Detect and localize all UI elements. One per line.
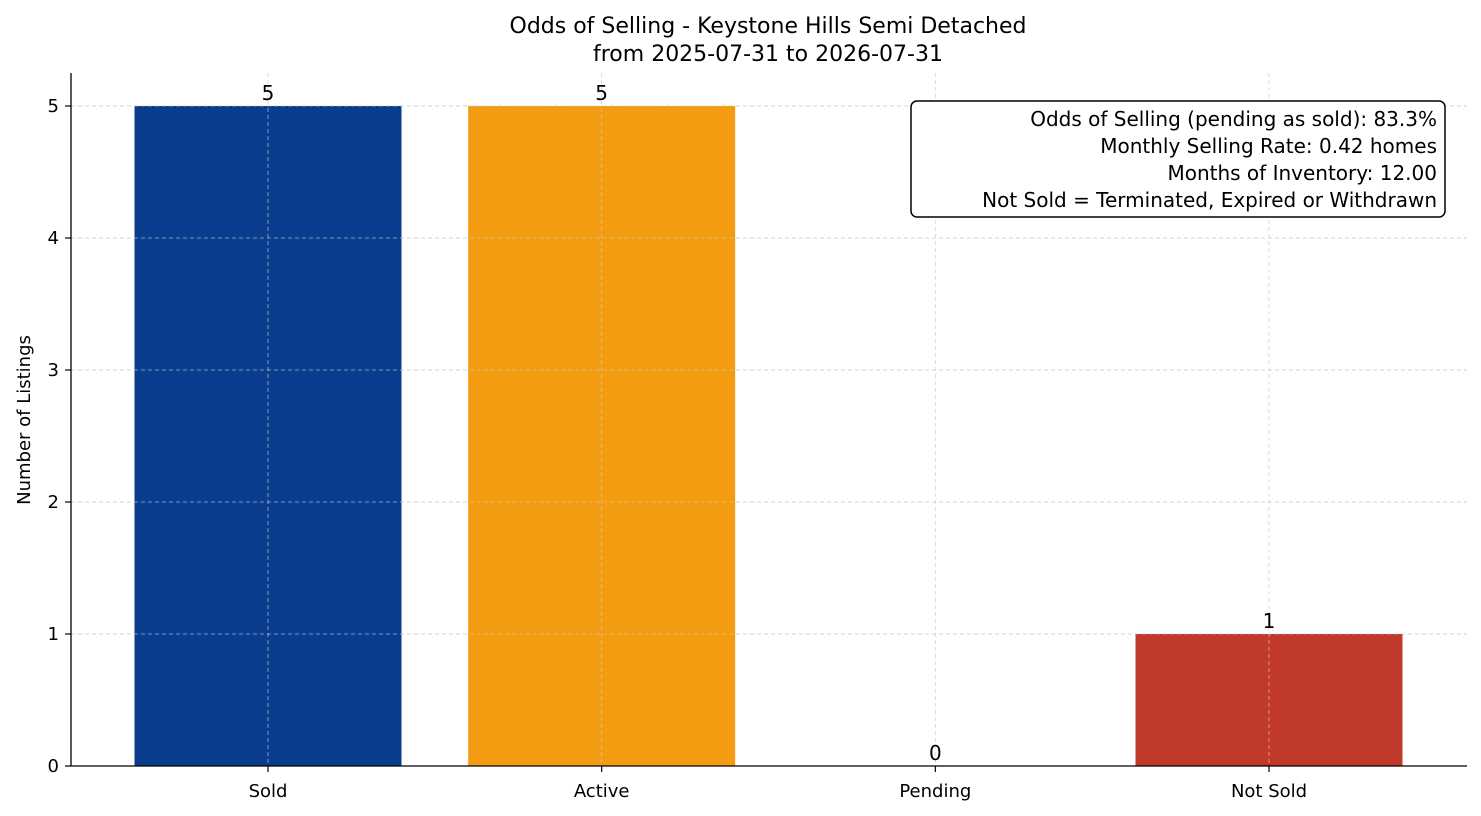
y-axis-label: Number of Listings	[14, 335, 35, 505]
y-tick-label: 4	[48, 228, 59, 249]
x-tick-label: Sold	[249, 781, 288, 802]
bar-value-label: 0	[929, 741, 942, 765]
info-box-frame	[910, 100, 1446, 218]
bar-value-label: 1	[1263, 609, 1276, 633]
x-tick-label: Pending	[899, 781, 971, 802]
chart-title: Odds of Selling - Keystone Hills Semi De…	[510, 14, 1027, 39]
y-tick-label: 5	[48, 96, 59, 117]
y-tick-label: 0	[48, 756, 59, 777]
info-box-line: Months of Inventory: 12.00	[1167, 161, 1437, 185]
bar-active	[468, 106, 736, 766]
data-labels: 5 5 0 1	[262, 81, 1276, 765]
y-tick-label: 3	[48, 360, 59, 381]
info-box-line: Not Sold = Terminated, Expired or Withdr…	[982, 188, 1437, 212]
bar-sold	[134, 106, 402, 766]
info-box-line: Monthly Selling Rate: 0.42 homes	[1100, 134, 1437, 158]
x-tick-label: Active	[574, 781, 630, 802]
x-tick-label: Not Sold	[1231, 781, 1307, 802]
y-tick-label: 1	[48, 624, 59, 645]
chart-subtitle: from 2025-07-31 to 2026-07-31	[593, 42, 943, 67]
bar-value-label: 5	[595, 81, 608, 105]
y-ticks: 0 1 2 3 4 5	[48, 96, 71, 777]
x-ticks: Sold Active Pending Not Sold	[249, 766, 1307, 802]
bar-value-label: 5	[262, 81, 275, 105]
y-tick-label: 2	[48, 492, 59, 513]
info-box-line: Odds of Selling (pending as sold): 83.3%	[1030, 107, 1437, 131]
info-box: Odds of Selling (pending as sold): 83.3%…	[910, 100, 1446, 218]
